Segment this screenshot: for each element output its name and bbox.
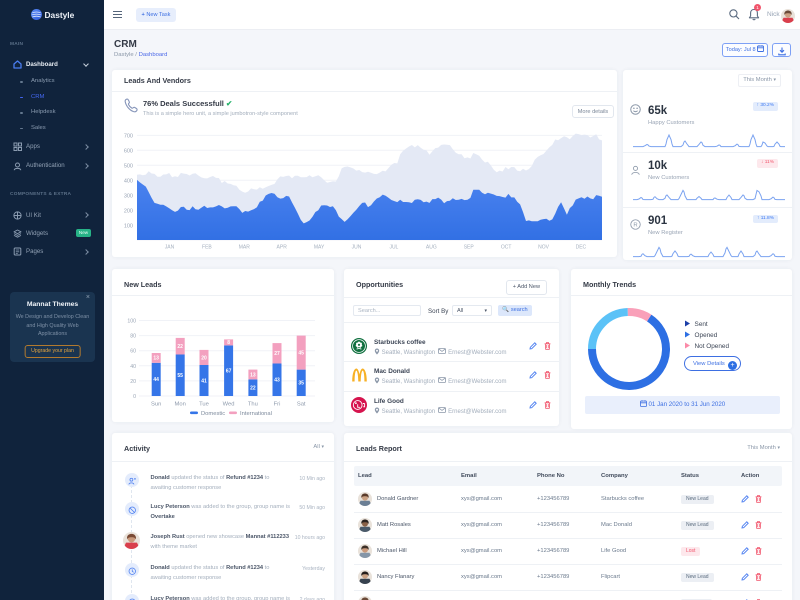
svg-text:DEC: DEC xyxy=(576,245,587,251)
svg-text:APR: APR xyxy=(277,245,288,251)
svg-text:22: 22 xyxy=(177,344,183,350)
svg-text:13: 13 xyxy=(153,356,159,362)
svg-text:100: 100 xyxy=(124,224,133,230)
svg-text:Fri: Fri xyxy=(274,402,281,408)
svg-text:44: 44 xyxy=(153,377,159,383)
svg-text:35: 35 xyxy=(298,381,304,387)
svg-text:22: 22 xyxy=(250,386,256,392)
svg-text:80: 80 xyxy=(130,334,136,340)
svg-text:60: 60 xyxy=(130,349,136,355)
svg-text:Domestic: Domestic xyxy=(201,411,225,417)
svg-text:41: 41 xyxy=(201,378,207,384)
svg-text:MAR: MAR xyxy=(239,245,251,251)
svg-text:International: International xyxy=(240,411,272,417)
svg-text:Mon: Mon xyxy=(175,402,186,408)
svg-text:R: R xyxy=(633,223,637,229)
svg-text:45: 45 xyxy=(298,350,304,356)
svg-text:Sun: Sun xyxy=(151,402,161,408)
svg-text:100: 100 xyxy=(127,319,136,325)
svg-text:67: 67 xyxy=(226,369,232,375)
svg-text:500: 500 xyxy=(124,164,133,170)
svg-text:Tue: Tue xyxy=(199,402,209,408)
svg-text:NOV: NOV xyxy=(538,245,550,251)
svg-text:AUG: AUG xyxy=(426,245,437,251)
svg-text:FEB: FEB xyxy=(202,245,212,251)
svg-text:SEP: SEP xyxy=(464,245,475,251)
svg-text:JUN: JUN xyxy=(352,245,362,251)
svg-text:Wed: Wed xyxy=(223,402,235,408)
svg-text:27: 27 xyxy=(274,351,280,357)
svg-text:MAY: MAY xyxy=(314,245,325,251)
svg-text:Thu: Thu xyxy=(248,402,258,408)
svg-text:20: 20 xyxy=(130,379,136,385)
svg-text:400: 400 xyxy=(124,179,133,185)
svg-text:55: 55 xyxy=(177,373,183,379)
svg-text:OCT: OCT xyxy=(501,245,512,251)
svg-text:700: 700 xyxy=(124,134,133,140)
svg-text:JUL: JUL xyxy=(389,245,398,251)
svg-text:200: 200 xyxy=(124,209,133,215)
svg-text:43: 43 xyxy=(274,378,280,384)
svg-text:Sat: Sat xyxy=(297,402,306,408)
svg-text:8: 8 xyxy=(227,340,230,346)
svg-text:300: 300 xyxy=(124,194,133,200)
svg-text:JAN: JAN xyxy=(165,245,175,251)
svg-text:20: 20 xyxy=(201,355,207,361)
svg-text:13: 13 xyxy=(250,372,256,378)
svg-text:40: 40 xyxy=(130,364,136,370)
svg-text:600: 600 xyxy=(124,149,133,155)
svg-text:0: 0 xyxy=(133,394,136,400)
